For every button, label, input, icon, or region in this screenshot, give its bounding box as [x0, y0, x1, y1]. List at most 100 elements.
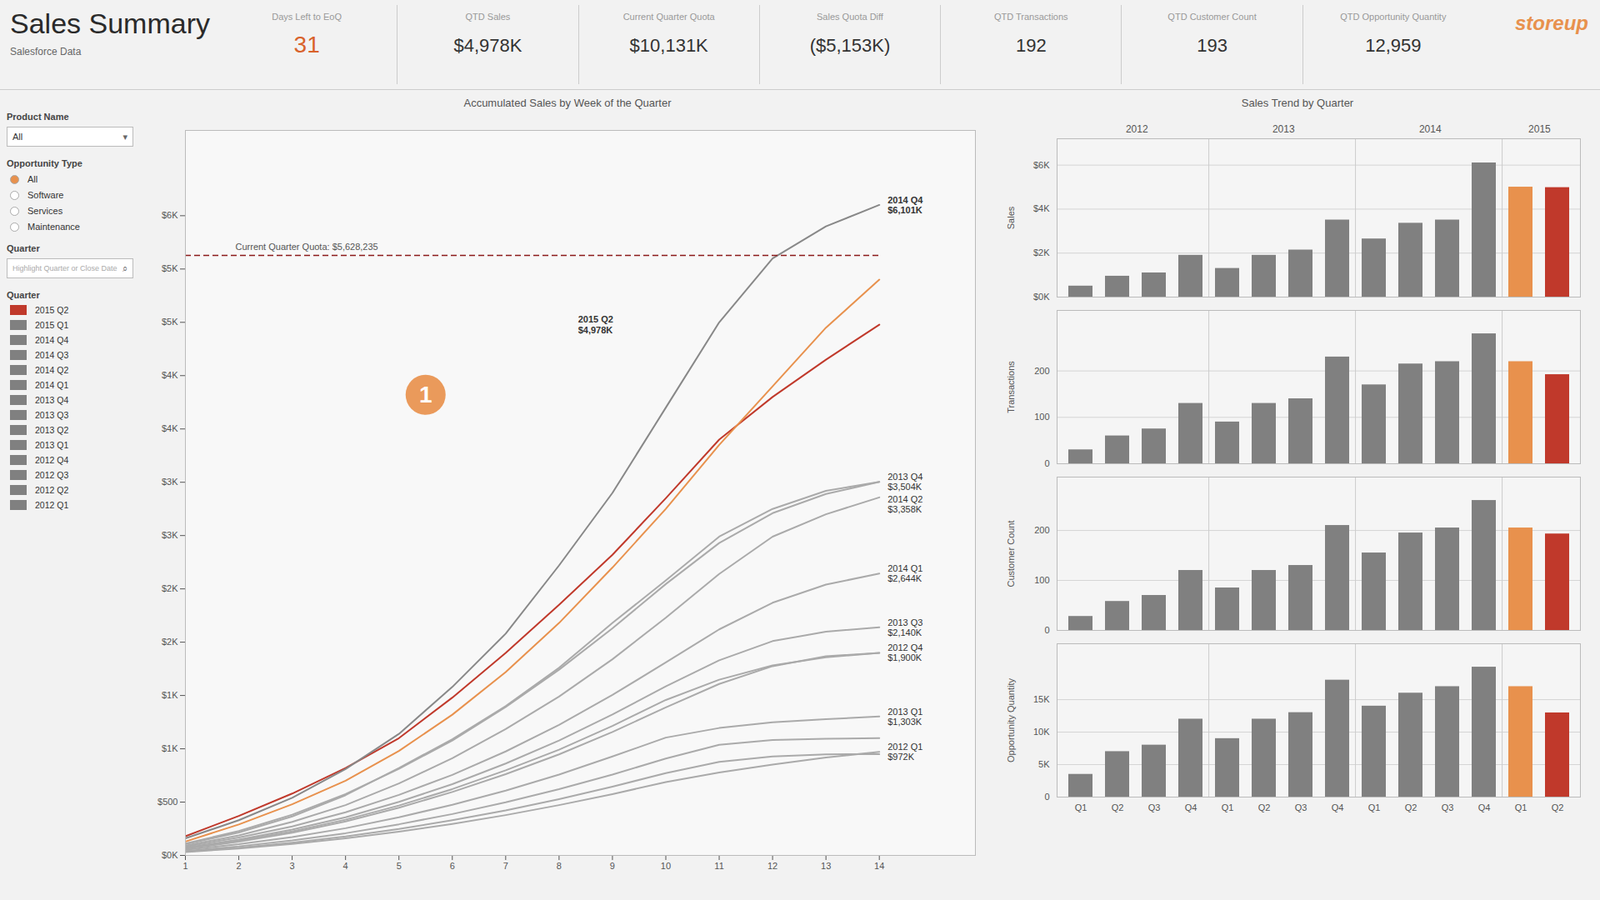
svg-text:Q1: Q1 — [1515, 802, 1528, 813]
svg-text:100: 100 — [1034, 411, 1050, 422]
svg-text:12: 12 — [767, 860, 778, 871]
svg-text:Q3: Q3 — [1441, 802, 1455, 813]
svg-text:10: 10 — [660, 860, 671, 871]
svg-text:2013 Q1$1,303K: 2013 Q1$1,303K — [887, 706, 923, 727]
html-text:Sales Quota Diff: Sales Quota Diff — [816, 11, 884, 22]
svg-text:$2K: $2K — [161, 636, 179, 647]
html-text:Quarter: Quarter — [6, 243, 40, 254]
svg-text:14: 14 — [874, 860, 885, 871]
svg-text:$1K: $1K — [161, 690, 179, 700]
html-text:($5,153K): ($5,153K) — [809, 35, 891, 56]
svg-text:$3K: $3K — [161, 476, 179, 487]
svg-text:2014 Q1$2,644K: 2014 Q1$2,644K — [887, 563, 923, 584]
svg-text:0: 0 — [1044, 791, 1050, 802]
svg-text:10K: 10K — [1033, 726, 1050, 737]
svg-text:200: 200 — [1034, 525, 1050, 535]
html-text:12,959: 12,959 — [1365, 35, 1422, 56]
svg-text:2013: 2013 — [1272, 123, 1295, 135]
svg-text:Q3: Q3 — [1148, 802, 1161, 813]
html-text:Salesforce Data: Salesforce Data — [10, 46, 82, 58]
svg-text:Current Quarter Quota: $5,628,: Current Quarter Quota: $5,628,235 — [235, 241, 379, 252]
svg-text:9: 9 — [610, 860, 615, 871]
html-text:Opportunity Type: Opportunity Type — [6, 158, 83, 169]
html-text:Sales Trend by Quarter: Sales Trend by Quarter — [1241, 96, 1354, 110]
svg-text:$0K: $0K — [1033, 291, 1050, 302]
svg-text:Q1: Q1 — [1075, 802, 1088, 813]
svg-text:Sales: Sales — [1005, 205, 1016, 230]
html-text:All: All — [12, 131, 23, 142]
svg-text:$5K: $5K — [161, 316, 179, 327]
svg-text:2013 Q3$2,140K: 2013 Q3$2,140K — [887, 617, 923, 638]
html-text:Days Left to EoQ: Days Left to EoQ — [271, 11, 342, 22]
svg-text:7: 7 — [503, 860, 509, 871]
svg-text:2015 Q2$4,978K: 2015 Q2$4,978K — [578, 314, 614, 335]
svg-text:$500: $500 — [157, 796, 178, 807]
svg-text:200: 200 — [1034, 365, 1050, 376]
html-text:193: 193 — [1196, 35, 1228, 56]
svg-text:5K: 5K — [1038, 759, 1050, 770]
svg-text:2013 Q4$3,504K: 2013 Q4$3,504K — [887, 471, 923, 492]
svg-text:2: 2 — [235, 860, 241, 871]
svg-text:Opportunity Quantity: Opportunity Quantity — [1005, 678, 1016, 763]
svg-text:2015: 2015 — [1528, 123, 1551, 135]
svg-text:6: 6 — [450, 860, 455, 871]
svg-text:$6K: $6K — [161, 210, 179, 220]
svg-text:Q1: Q1 — [1368, 802, 1381, 813]
svg-text:11: 11 — [714, 860, 724, 871]
svg-text:4: 4 — [343, 860, 349, 871]
svg-text:Q2: Q2 — [1551, 802, 1565, 813]
svg-text:5: 5 — [396, 860, 402, 871]
svg-text:$0K: $0K — [161, 850, 179, 860]
svg-text:0: 0 — [1044, 458, 1050, 469]
svg-text:Q2: Q2 — [1258, 802, 1271, 813]
html-text:storeup: storeup — [1515, 11, 1589, 35]
html-text:$4,978K: $4,978K — [453, 35, 522, 56]
svg-text:1: 1 — [182, 860, 188, 871]
svg-text:$6K: $6K — [1033, 160, 1050, 170]
html-text:31: 31 — [293, 31, 320, 58]
svg-text:$4K: $4K — [161, 370, 179, 380]
html-text:Maintenance: Maintenance — [27, 221, 80, 232]
svg-text:15K: 15K — [1033, 694, 1050, 705]
svg-text:Q4: Q4 — [1185, 802, 1198, 813]
html-text:$10,131K: $10,131K — [629, 35, 709, 56]
html-text:All: All — [27, 174, 38, 185]
svg-text:Q1: Q1 — [1221, 802, 1235, 813]
html-text:Accumulated Sales by Week of t: Accumulated Sales by Week of the Quarter — [463, 96, 672, 110]
html-text:192: 192 — [1015, 35, 1047, 56]
svg-text:$4K: $4K — [1033, 203, 1050, 214]
svg-text:Q4: Q4 — [1478, 802, 1491, 813]
html-text:Sales Summary: Sales Summary — [10, 7, 210, 40]
svg-text:100: 100 — [1034, 575, 1050, 585]
svg-text:2014 Q2$3,358K: 2014 Q2$3,358K — [887, 494, 923, 515]
svg-text:Q2: Q2 — [1405, 802, 1418, 813]
svg-text:Q3: Q3 — [1295, 802, 1308, 813]
html-text:QTD Customer Count: QTD Customer Count — [1167, 11, 1257, 22]
svg-text:$1K: $1K — [161, 743, 179, 754]
svg-text:1: 1 — [419, 381, 433, 408]
svg-text:$5K: $5K — [161, 263, 179, 274]
svg-text:3: 3 — [290, 860, 295, 871]
html-text:QTD Sales: QTD Sales — [465, 11, 511, 22]
svg-text:Transactions: Transactions — [1005, 360, 1016, 414]
svg-text:2012 Q1$972K: 2012 Q1$972K — [887, 741, 923, 762]
svg-text:Q4: Q4 — [1331, 802, 1345, 813]
svg-text:2014 Q4$6,101K: 2014 Q4$6,101K — [887, 195, 924, 215]
svg-text:Customer Count: Customer Count — [1005, 520, 1016, 587]
svg-text:8: 8 — [556, 860, 562, 871]
svg-text:$2K: $2K — [161, 583, 179, 594]
svg-text:2012 Q4$1,900K: 2012 Q4$1,900K — [887, 642, 923, 663]
svg-text:2014: 2014 — [1419, 123, 1442, 135]
svg-text:$3K: $3K — [161, 530, 179, 540]
html-text:Current Quarter Quota: Current Quarter Quota — [623, 11, 715, 22]
svg-text:2012: 2012 — [1125, 123, 1149, 135]
svg-text:$2K: $2K — [1033, 247, 1050, 258]
html-text:QTD Transactions: QTD Transactions — [994, 11, 1068, 22]
svg-text:$4K: $4K — [161, 423, 179, 434]
svg-text:13: 13 — [820, 860, 831, 871]
svg-text:Q2: Q2 — [1111, 802, 1125, 813]
html-text:QTD Opportunity Quantity: QTD Opportunity Quantity — [1340, 11, 1447, 22]
html-text:Services: Services — [27, 205, 63, 216]
html-text:Product Name: Product Name — [6, 111, 69, 122]
svg-text:0: 0 — [1044, 625, 1050, 635]
